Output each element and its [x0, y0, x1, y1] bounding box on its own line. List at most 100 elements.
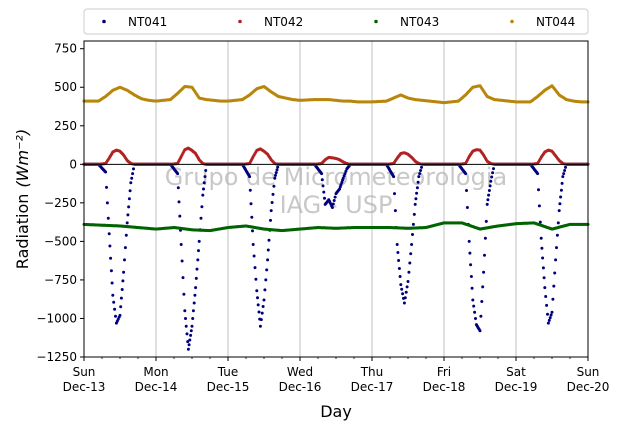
data-point	[202, 187, 205, 191]
data-point	[119, 305, 123, 309]
data-point	[204, 169, 208, 172]
data-point	[130, 176, 134, 180]
x-tick-label-date: Dec-20	[567, 380, 610, 394]
data-point	[276, 165, 280, 169]
data-point	[417, 175, 421, 179]
series-NT043	[82, 221, 590, 233]
data-point	[270, 201, 274, 204]
data-point	[415, 186, 419, 190]
x-tick-label-day: Tue	[217, 365, 239, 379]
data-point	[250, 215, 254, 219]
data-point	[559, 195, 563, 199]
data-point	[409, 252, 413, 256]
data-point	[105, 185, 108, 189]
data-point	[331, 202, 335, 206]
data-point	[187, 343, 191, 347]
data-point	[254, 277, 258, 281]
legend-box	[83, 8, 589, 35]
data-point	[551, 297, 555, 301]
data-point	[474, 317, 477, 320]
data-point	[343, 172, 347, 176]
data-point	[183, 309, 187, 313]
data-point	[543, 286, 547, 290]
data-point	[259, 318, 263, 322]
data-point	[396, 251, 400, 254]
data-point	[203, 175, 207, 179]
data-point	[420, 165, 423, 169]
data-point	[194, 286, 198, 290]
x-tick-label-date: Dec-15	[207, 380, 250, 394]
data-point	[265, 268, 269, 272]
data-point	[480, 300, 484, 303]
x-tick-label-date: Dec-18	[423, 380, 466, 394]
data-point	[178, 214, 182, 218]
data-point	[121, 279, 125, 283]
data-point	[465, 189, 468, 192]
data-point	[189, 333, 193, 337]
x-tick-label-date: Dec-16	[279, 380, 322, 394]
data-point	[485, 202, 489, 206]
data-point	[410, 243, 414, 246]
data-point	[129, 181, 133, 185]
data-point	[320, 172, 324, 176]
series-NT044	[82, 84, 590, 105]
data-point	[194, 276, 198, 280]
y-axis-label-text: Radiation	[13, 194, 32, 270]
data-point	[105, 201, 109, 205]
data-point	[487, 189, 491, 192]
data-point	[489, 179, 493, 183]
data-point	[483, 253, 486, 257]
data-point	[272, 184, 276, 188]
y-tick-label: −250	[44, 196, 77, 210]
data-point	[251, 229, 254, 233]
x-tick-label-day: Wed	[287, 365, 313, 379]
data-point	[120, 288, 124, 291]
data-point	[275, 168, 279, 172]
data-point	[538, 220, 542, 224]
data-point	[483, 236, 487, 240]
data-point	[321, 184, 325, 188]
data-point	[554, 258, 558, 262]
data-point	[549, 313, 553, 317]
data-point	[536, 172, 540, 176]
data-point	[414, 197, 418, 201]
data-point	[191, 309, 195, 313]
data-point	[408, 261, 412, 265]
data-point	[552, 284, 556, 288]
data-point	[545, 303, 549, 307]
data-point	[330, 206, 334, 209]
data-point	[122, 270, 126, 274]
data-point	[418, 172, 422, 176]
data-point	[484, 219, 488, 223]
data-point	[273, 176, 277, 180]
data-point	[540, 246, 544, 250]
data-point	[403, 296, 407, 300]
data-point	[416, 180, 420, 184]
data-point	[258, 324, 262, 328]
data-point	[266, 258, 270, 262]
data-point	[488, 184, 492, 188]
data-point	[555, 233, 559, 237]
data-point	[128, 189, 132, 193]
data-point	[473, 310, 477, 314]
data-point	[402, 301, 406, 305]
data-point	[266, 248, 270, 252]
data-point	[478, 329, 482, 333]
data-point	[558, 202, 562, 206]
data-point	[539, 236, 543, 240]
data-point	[415, 191, 419, 195]
data-point	[486, 198, 490, 202]
data-point	[252, 254, 256, 258]
data-point	[397, 259, 401, 262]
data-point	[271, 192, 275, 196]
x-axis-label: Day	[320, 402, 352, 421]
legend-label-NT043: NT043	[400, 15, 439, 29]
x-tick-label-day: Sun	[73, 365, 96, 379]
data-point	[184, 317, 187, 320]
y-tick-label: −750	[44, 273, 77, 287]
data-point	[127, 197, 131, 201]
data-point	[193, 293, 197, 297]
data-point	[467, 239, 471, 243]
